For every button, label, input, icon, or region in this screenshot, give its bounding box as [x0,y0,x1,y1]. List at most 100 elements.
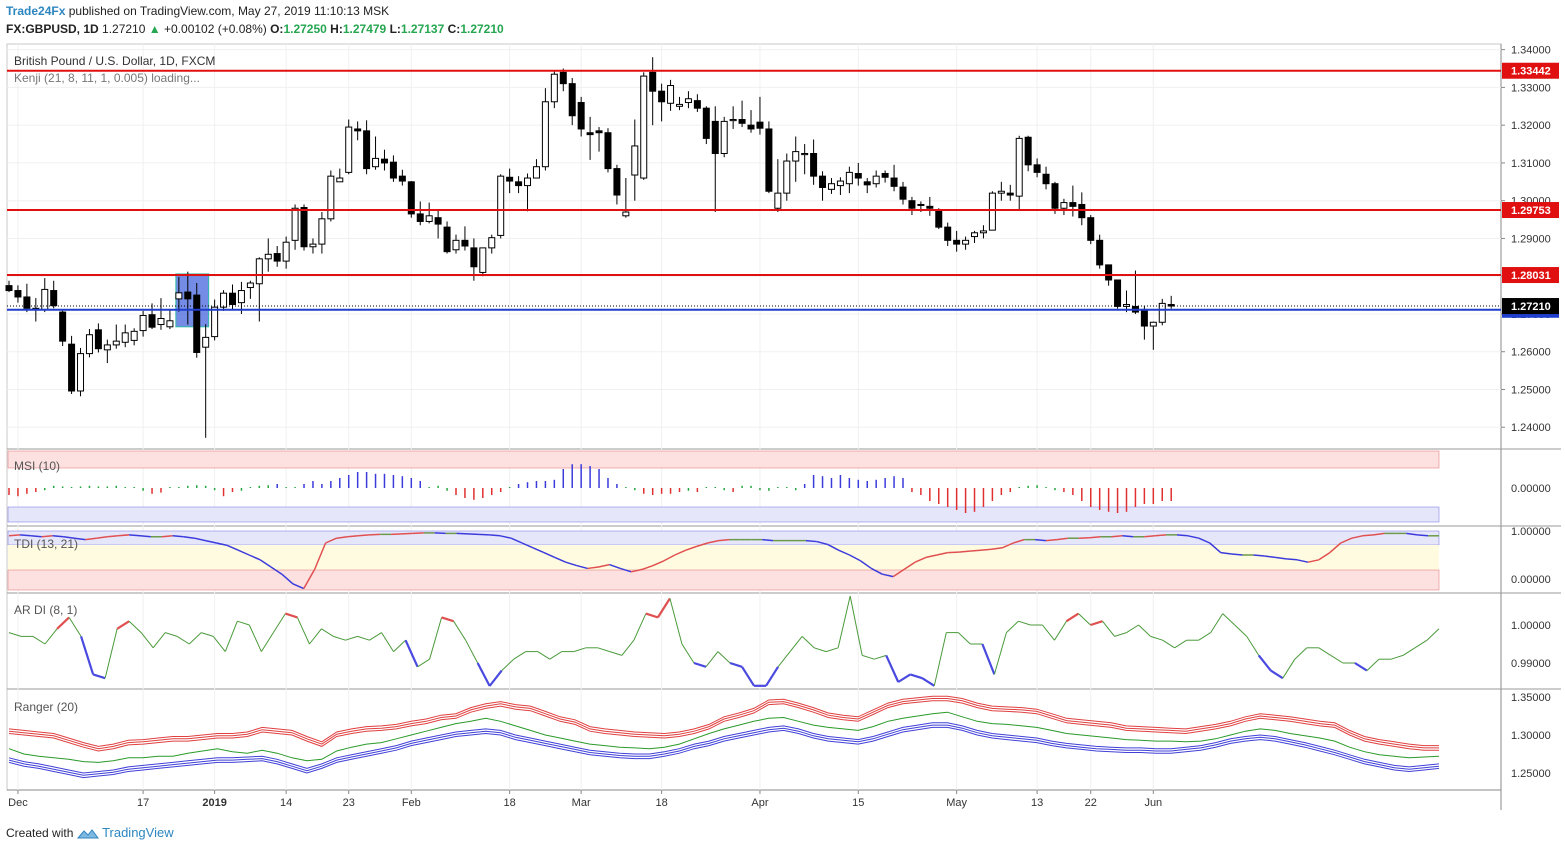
tdi-line-segment [1296,559,1309,563]
tdi-line-segment [41,535,53,538]
candle [1078,192,1086,226]
ardi-y-label: 1.00000 [1511,620,1551,632]
candle-body [649,71,657,92]
candle-body [336,177,344,183]
tdi-line-segment [1176,534,1188,537]
candle [345,119,353,175]
candle-body [872,175,880,185]
candle-body [363,130,371,170]
candle-body [175,292,183,300]
candle [667,79,675,111]
candle-body [962,239,970,245]
candle [577,96,585,137]
candle-body [738,119,746,124]
tdi-line-segment [85,537,97,541]
candle-body [309,243,317,248]
open-value: 1.27250 [283,22,327,36]
candle [273,246,281,267]
low-value: 1.27137 [400,22,445,36]
candle [470,238,478,281]
ranger-y-label: 1.35000 [1511,692,1551,704]
candle-body [1069,202,1077,207]
tdi-line-segment [882,573,894,578]
candle-body [14,290,22,298]
candle-body [926,205,934,209]
ardi-line-segment [201,632,214,637]
candle [622,178,630,218]
candle-body [568,83,576,117]
tdi-line-segment [358,534,370,537]
candle [944,222,952,246]
ardi-line-segment [429,617,443,660]
x-tick-label: 18 [504,797,516,809]
tdi-line-segment [52,535,64,538]
ardi-line-segment [1402,647,1416,656]
ardi-line-segment [801,636,815,649]
candle [640,72,648,180]
ardi-line-segment [741,666,755,687]
tdi-line-segment [139,535,151,538]
candle-body [988,192,996,231]
candle-body [586,132,594,136]
ardi-line-segment [885,654,900,683]
candle-body [148,314,156,328]
y-tick-label: 1.34000 [1511,45,1551,57]
ardi-line-segment [224,621,238,652]
candle-body [944,226,952,241]
candle [327,170,335,222]
ardi-line-segment [897,673,911,683]
candle [255,257,263,322]
ardi-line-segment [693,661,707,668]
ardi-line-segment [777,651,791,668]
tdi-line-segment [762,538,774,542]
tradingview-logo-icon [76,829,99,839]
tdi-line-segment [510,537,523,544]
x-tick-label: 22 [1085,797,1097,809]
candle-body [264,253,272,260]
candle [68,335,76,395]
candle [246,280,254,299]
candle [220,290,228,311]
tdi-line-segment [96,536,108,539]
candle-body [1096,239,1104,266]
candle [130,328,138,346]
ardi-line-segment [1318,647,1332,656]
candle [148,303,156,330]
candle-body [640,75,648,179]
tdi-line-segment [1045,538,1058,542]
ohlc-line: FX:GBPUSD, 1D 1.27210 ▲ +0.00102 (+0.08%… [6,22,504,36]
candle [702,106,710,145]
candle-body [577,102,585,130]
candle [398,169,406,186]
publisher-name[interactable]: Trade24Fx [6,4,66,18]
ranger-title: Ranger (20) [14,700,78,714]
ardi-line-segment [44,628,58,645]
candle [568,77,576,126]
ardi-line-segment [789,636,803,652]
candle-body [595,130,603,134]
candle-body [810,152,818,177]
tdi-line-segment [1111,535,1123,538]
tdi-line-segment [838,549,850,556]
level-label: 1.29753 [1511,205,1551,217]
ardi-line-segment [1282,658,1296,679]
candle [765,121,773,194]
ardi-line-segment [537,651,551,660]
tdi-line-segment [8,534,20,537]
tradingview-brand[interactable]: TradingView [102,825,174,840]
ardi-line-segment [1210,613,1224,633]
candle [515,176,523,194]
ardi-line-segment [669,598,683,645]
candle [586,116,594,160]
ardi-line-segment [1078,613,1091,626]
tdi-line-segment [1286,558,1298,561]
x-tick-label: 18 [655,797,667,809]
tdi-line-segment [107,535,119,538]
candle [1114,279,1122,309]
tdi-line-segment [259,559,272,568]
ardi-line-segment [957,632,971,645]
candle-body [68,343,76,392]
level-label-bg [1502,267,1559,284]
tdi-line-segment [1144,535,1156,538]
